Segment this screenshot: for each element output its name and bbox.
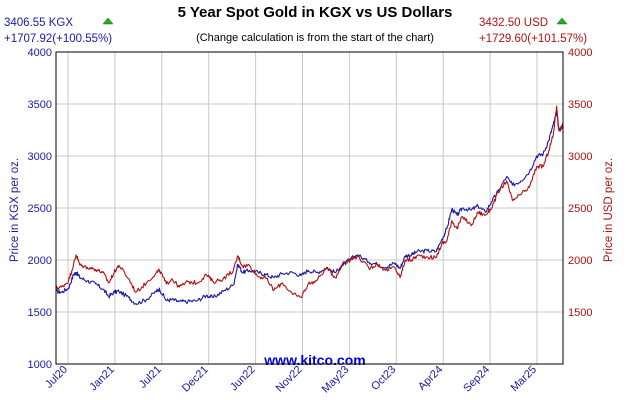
right-change: +1729.60(+101.57%) bbox=[479, 33, 587, 45]
x-tick-label: Nov22 bbox=[274, 364, 305, 395]
series-line-kgx bbox=[55, 111, 564, 306]
right-price: 3432.50 USD bbox=[479, 17, 548, 29]
y-tick-label-right: 1500 bbox=[568, 307, 592, 319]
y-axis-left-label: Price in KGX per oz. bbox=[9, 158, 21, 262]
y-tick-label-right: 2500 bbox=[568, 203, 592, 215]
y-tick-label-left: 3500 bbox=[28, 99, 52, 111]
y-tick-label-left: 2000 bbox=[28, 255, 52, 267]
gridlines bbox=[56, 52, 563, 364]
x-tick-label: Jun22 bbox=[228, 364, 258, 394]
axis-ticks: 1000 1500 2000 2500 3000 3500 4000 1500 2000 2500… bbox=[28, 47, 593, 395]
right-up-arrow-icon bbox=[556, 17, 568, 25]
x-tick-label: Apr24 bbox=[416, 364, 445, 393]
series-lines bbox=[55, 105, 564, 306]
plot-frame bbox=[55, 51, 564, 365]
x-tick-label: May23 bbox=[320, 364, 352, 396]
chart-subtitle: (Change calculation is from the start of… bbox=[196, 32, 434, 44]
y-axis-right-label: Price in USD per oz. bbox=[603, 158, 615, 262]
chart-title: 5 Year Spot Gold in KGX vs US Dollars bbox=[178, 4, 453, 21]
y-tick-label-right: 3500 bbox=[568, 99, 592, 111]
x-tick-label: Jul21 bbox=[137, 364, 164, 391]
series-line-usd bbox=[55, 105, 564, 299]
x-tick-label: Sep24 bbox=[461, 364, 492, 395]
x-tick-label: Dec21 bbox=[180, 364, 211, 395]
x-tick-label: Oct23 bbox=[369, 364, 398, 393]
left-price: 3406.55 KGX bbox=[4, 17, 73, 29]
y-tick-label-right: 2000 bbox=[568, 255, 592, 267]
y-tick-label-right: 4000 bbox=[568, 47, 592, 59]
left-up-arrow-icon bbox=[102, 17, 114, 25]
x-tick-label: Jan21 bbox=[87, 364, 117, 394]
y-tick-label-left: 1500 bbox=[28, 307, 52, 319]
left-change: +1707.92(+100.55%) bbox=[4, 33, 112, 45]
y-tick-label-left: 1000 bbox=[28, 359, 52, 371]
y-tick-label-left: 4000 bbox=[28, 47, 52, 59]
y-tick-label-right: 3000 bbox=[568, 151, 592, 163]
watermark: www.kitco.com bbox=[263, 352, 365, 368]
x-tick-label: Mar25 bbox=[509, 364, 540, 395]
y-tick-label-left: 2500 bbox=[28, 203, 52, 215]
y-tick-label-left: 3000 bbox=[28, 151, 52, 163]
